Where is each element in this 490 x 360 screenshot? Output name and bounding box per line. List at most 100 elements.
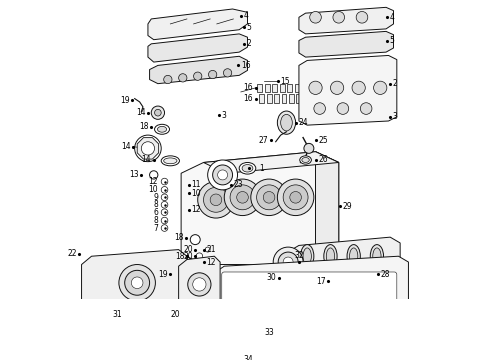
Polygon shape bbox=[137, 138, 159, 159]
Circle shape bbox=[373, 81, 387, 94]
Polygon shape bbox=[148, 9, 247, 40]
Circle shape bbox=[278, 252, 298, 272]
Ellipse shape bbox=[326, 248, 335, 265]
Ellipse shape bbox=[240, 314, 267, 332]
Circle shape bbox=[277, 179, 314, 216]
Polygon shape bbox=[81, 249, 187, 312]
Bar bbox=[257, 84, 263, 92]
Text: 25: 25 bbox=[318, 136, 328, 145]
Text: 20: 20 bbox=[171, 310, 180, 319]
Circle shape bbox=[188, 273, 211, 296]
Circle shape bbox=[161, 194, 168, 201]
Ellipse shape bbox=[242, 165, 253, 172]
Bar bbox=[281, 94, 287, 103]
Polygon shape bbox=[299, 31, 393, 57]
Polygon shape bbox=[203, 152, 339, 173]
Circle shape bbox=[230, 185, 255, 210]
Text: 16: 16 bbox=[241, 61, 250, 70]
Polygon shape bbox=[214, 256, 409, 309]
Bar bbox=[274, 94, 279, 103]
Text: 5: 5 bbox=[390, 36, 394, 45]
Circle shape bbox=[149, 171, 158, 179]
Text: 17: 17 bbox=[316, 276, 325, 285]
Circle shape bbox=[208, 160, 238, 190]
Circle shape bbox=[330, 81, 343, 94]
Circle shape bbox=[218, 170, 227, 180]
Polygon shape bbox=[148, 34, 247, 62]
Text: 28: 28 bbox=[380, 270, 390, 279]
Polygon shape bbox=[289, 237, 400, 276]
Bar bbox=[265, 84, 270, 92]
Circle shape bbox=[164, 75, 172, 84]
Text: 3: 3 bbox=[222, 111, 227, 120]
Polygon shape bbox=[316, 152, 339, 265]
Bar bbox=[267, 94, 271, 103]
Text: 18: 18 bbox=[174, 234, 184, 243]
Text: 19: 19 bbox=[158, 270, 168, 279]
Ellipse shape bbox=[239, 162, 256, 174]
Circle shape bbox=[304, 143, 314, 153]
Circle shape bbox=[352, 81, 366, 94]
Text: 29: 29 bbox=[343, 202, 352, 211]
Polygon shape bbox=[149, 56, 247, 84]
Text: 14: 14 bbox=[142, 156, 151, 165]
Circle shape bbox=[161, 209, 168, 216]
Text: 20: 20 bbox=[183, 252, 193, 261]
Circle shape bbox=[337, 103, 349, 114]
Ellipse shape bbox=[161, 156, 179, 166]
Circle shape bbox=[193, 278, 206, 291]
Circle shape bbox=[144, 144, 152, 153]
Text: 14: 14 bbox=[121, 142, 130, 151]
Ellipse shape bbox=[302, 157, 309, 162]
Circle shape bbox=[135, 135, 161, 162]
Text: 5: 5 bbox=[246, 23, 251, 32]
Text: 10: 10 bbox=[148, 185, 158, 194]
Circle shape bbox=[226, 359, 236, 360]
Circle shape bbox=[360, 103, 372, 114]
Text: 19: 19 bbox=[120, 96, 130, 105]
Bar bbox=[280, 84, 285, 92]
Text: 22: 22 bbox=[67, 249, 76, 258]
Circle shape bbox=[151, 106, 165, 119]
Ellipse shape bbox=[300, 244, 314, 268]
Circle shape bbox=[314, 103, 325, 114]
Circle shape bbox=[309, 81, 322, 94]
Ellipse shape bbox=[370, 244, 384, 268]
Circle shape bbox=[203, 187, 228, 212]
Circle shape bbox=[161, 202, 168, 208]
Text: 27: 27 bbox=[259, 136, 268, 145]
Text: 4: 4 bbox=[244, 11, 248, 20]
Text: 26: 26 bbox=[318, 156, 328, 165]
Circle shape bbox=[154, 109, 161, 116]
Text: 8: 8 bbox=[153, 216, 158, 225]
Polygon shape bbox=[179, 256, 220, 312]
Text: 11: 11 bbox=[191, 180, 200, 189]
Circle shape bbox=[257, 185, 281, 210]
Ellipse shape bbox=[281, 114, 293, 131]
Circle shape bbox=[161, 217, 168, 224]
Text: 12: 12 bbox=[148, 177, 158, 186]
Text: 20: 20 bbox=[183, 245, 193, 254]
Circle shape bbox=[209, 71, 217, 79]
Text: 18: 18 bbox=[139, 122, 149, 131]
Text: 12: 12 bbox=[206, 257, 216, 266]
Polygon shape bbox=[299, 7, 393, 34]
Circle shape bbox=[356, 12, 368, 23]
Ellipse shape bbox=[303, 248, 311, 265]
Text: 15: 15 bbox=[281, 77, 290, 86]
Text: 16: 16 bbox=[244, 94, 253, 103]
Circle shape bbox=[119, 265, 155, 301]
Circle shape bbox=[161, 178, 168, 185]
Bar bbox=[310, 84, 315, 92]
Circle shape bbox=[140, 140, 156, 157]
Text: 16: 16 bbox=[244, 83, 253, 92]
Text: 2: 2 bbox=[246, 39, 251, 48]
Ellipse shape bbox=[157, 126, 167, 132]
Circle shape bbox=[283, 185, 308, 210]
Circle shape bbox=[196, 253, 203, 260]
Text: 24: 24 bbox=[298, 118, 308, 127]
Text: 21: 21 bbox=[206, 245, 216, 254]
Text: 10: 10 bbox=[191, 189, 201, 198]
Text: 12: 12 bbox=[191, 205, 200, 214]
Bar bbox=[259, 94, 264, 103]
